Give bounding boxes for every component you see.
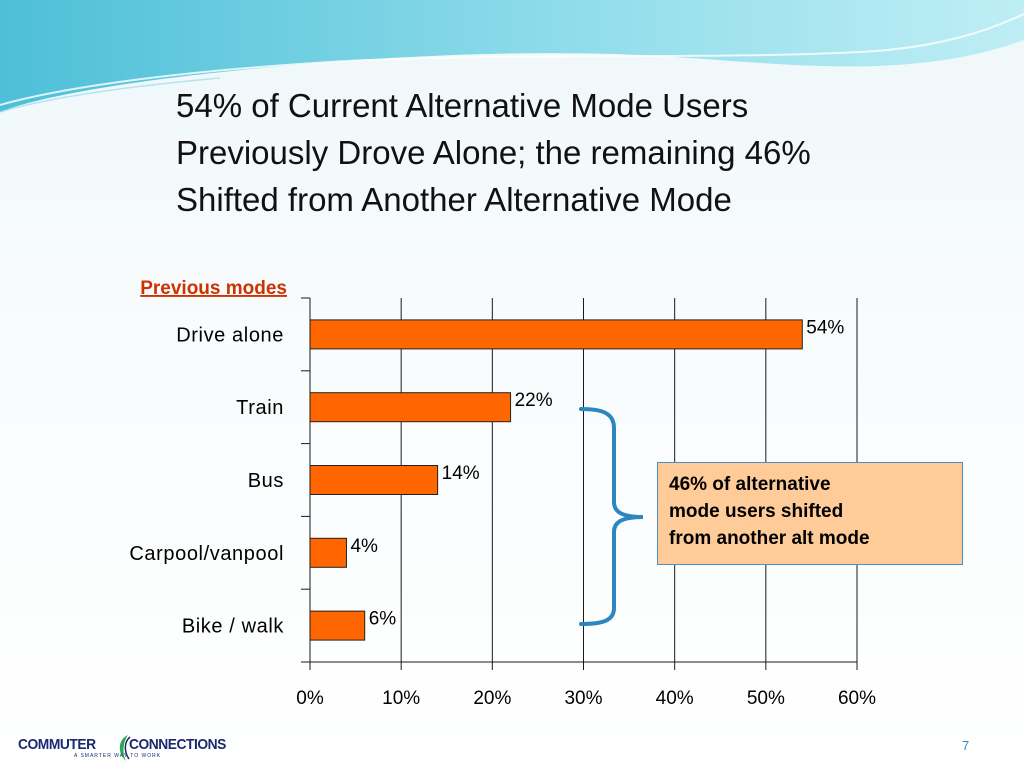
bar-bike-walk	[309, 610, 366, 641]
commuter-connections-logo: COMMUTER CONNECTIONS A SMARTER WAY TO WO…	[18, 733, 230, 763]
axis-layer	[301, 297, 858, 670]
category-label: Bike / walk	[182, 616, 285, 638]
bar-bus	[309, 465, 439, 495]
callout-box: 46% of alternative mode users shifted fr…	[657, 462, 963, 565]
brace-annotation	[579, 407, 644, 626]
callout-line-2: mode users shifted	[669, 501, 844, 522]
callout-line-3: from another alt mode	[669, 528, 870, 549]
x-tick-label: 30%	[564, 688, 602, 709]
bar-carpool-vanpool	[309, 537, 347, 568]
header-wave	[0, 0, 1024, 112]
logo-tagline: A SMARTER WAY TO WORK	[74, 753, 162, 759]
x-tick-label: 10%	[382, 688, 420, 709]
category-label: Bus	[248, 470, 284, 492]
header-wave-highlight	[0, 13, 1024, 106]
chart-subtitle: Previous modes	[140, 278, 287, 299]
page-number: 7	[962, 738, 970, 753]
category-label: Train	[236, 397, 284, 419]
logo-text-left: COMMUTER	[18, 736, 96, 753]
data-label: 4%	[350, 536, 378, 557]
x-tick-label: 60%	[838, 688, 876, 709]
title-line-1: 54% of Current Alternative Mode Users	[176, 87, 749, 124]
x-tick-label: 50%	[747, 688, 785, 709]
logo-swoosh-icon	[119, 735, 131, 761]
title-line-3: Shifted from Another Alternative Mode	[176, 181, 732, 218]
x-tick-label: 20%	[473, 688, 511, 709]
data-label: 54%	[806, 317, 844, 338]
bar-layer	[309, 319, 803, 641]
logo-text-right: CONNECTIONS	[129, 736, 226, 753]
data-label: 6%	[369, 609, 397, 630]
callout-line-1: 46% of alternative	[669, 474, 831, 495]
category-label: Drive alone	[176, 324, 284, 346]
bar-drive-alone	[309, 319, 803, 350]
bar-train	[309, 392, 512, 423]
x-tick-label: 40%	[656, 688, 694, 709]
label-layer: 0% 10% 20% 30% 40% 50% 60% Drive alone 54% Train 2…	[129, 317, 876, 709]
x-tick-label: 0%	[296, 688, 324, 709]
category-label: Carpool/vanpool	[129, 543, 284, 565]
title-line-2: Previously Drove Alone; the remaining 46…	[176, 134, 811, 171]
slide-title: 54% of Current Alternative Mode Users Pr…	[176, 82, 996, 223]
data-label: 22%	[515, 390, 553, 411]
data-label: 14%	[442, 463, 480, 484]
